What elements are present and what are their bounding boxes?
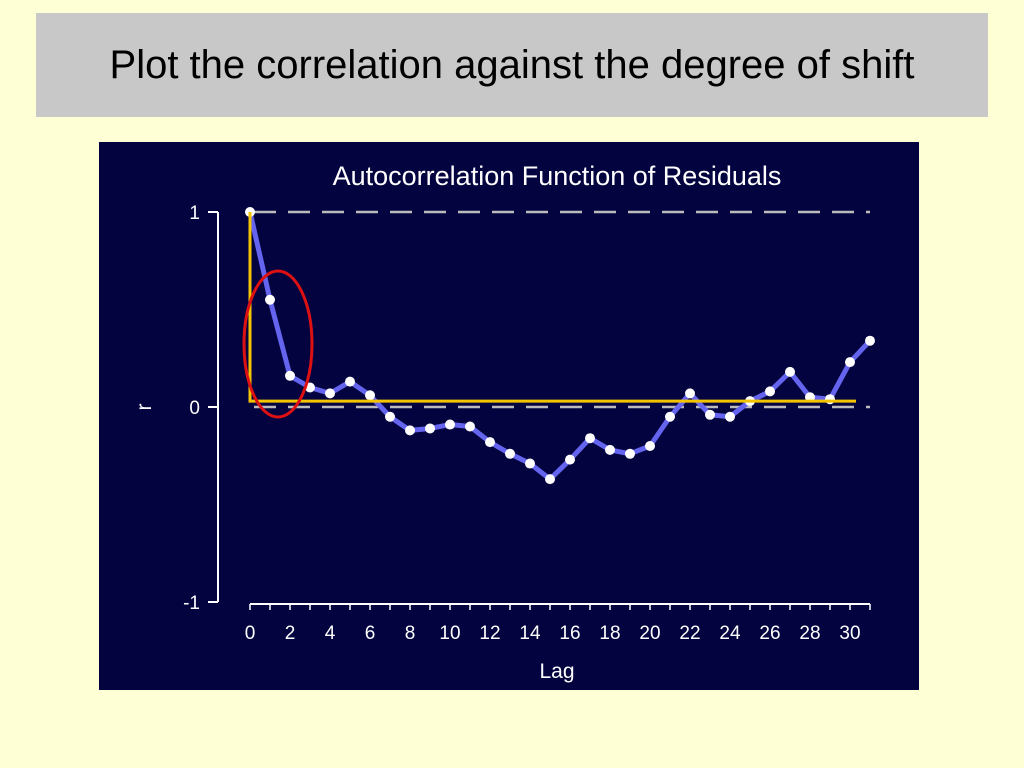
data-point-lag-10 bbox=[445, 419, 455, 430]
data-point-lag-2 bbox=[285, 370, 295, 381]
x-tick-label: 8 bbox=[405, 623, 416, 644]
data-point-lag-31 bbox=[865, 335, 875, 346]
data-point-lag-1 bbox=[265, 294, 275, 305]
data-point-lag-24 bbox=[725, 411, 735, 422]
data-point-lag-18 bbox=[605, 444, 615, 455]
x-tick-label: 18 bbox=[599, 623, 620, 644]
data-point-lag-14 bbox=[525, 458, 535, 469]
series-line bbox=[247, 209, 873, 482]
x-tick-label: 24 bbox=[719, 623, 741, 644]
x-tick-label: 30 bbox=[839, 623, 860, 644]
y-tick-labels: 1 0 -1 bbox=[183, 203, 218, 614]
data-point-lag-20 bbox=[645, 441, 655, 451]
y-axis-label: r bbox=[133, 404, 156, 411]
x-tick-label: 16 bbox=[559, 623, 580, 644]
data-point-lag-12 bbox=[485, 437, 495, 448]
data-point-lag-13 bbox=[505, 448, 515, 459]
x-tick-label: 12 bbox=[479, 623, 500, 644]
data-point-lag-22 bbox=[685, 388, 695, 399]
red-ellipse-annotation bbox=[242, 269, 314, 419]
data-point-lag-27 bbox=[785, 366, 795, 377]
data-point-lag-8 bbox=[405, 425, 415, 436]
x-tick-label: 22 bbox=[679, 623, 700, 644]
data-point-lag-9 bbox=[425, 423, 435, 434]
chart-title: Autocorrelation Function of Residuals bbox=[333, 161, 782, 191]
annotations bbox=[242, 212, 856, 419]
data-point-lag-19 bbox=[625, 448, 635, 459]
data-point-lag-21 bbox=[665, 411, 675, 422]
data-point-lag-26 bbox=[765, 386, 775, 397]
data-point-lag-4 bbox=[325, 388, 335, 399]
slide-title-box: Plot the correlation against the degree … bbox=[36, 13, 988, 117]
data-point-lag-16 bbox=[565, 454, 575, 465]
data-point-lag-17 bbox=[585, 433, 595, 444]
x-axis-label: Lag bbox=[539, 660, 574, 683]
x-tick-label: 2 bbox=[285, 623, 296, 644]
data-point-lag-5 bbox=[345, 376, 355, 387]
x-tick-label: 6 bbox=[365, 623, 376, 644]
x-tick-label: 26 bbox=[759, 623, 780, 644]
data-point-lag-7 bbox=[385, 411, 395, 422]
x-tick-label: 0 bbox=[245, 623, 256, 644]
y-tick-label: -1 bbox=[183, 593, 200, 614]
data-point-lag-6 bbox=[365, 390, 375, 401]
x-tick-label: 20 bbox=[639, 623, 660, 644]
data-point-lag-15 bbox=[545, 474, 555, 485]
x-tick-label: 4 bbox=[325, 623, 336, 644]
y-tick-label: 0 bbox=[189, 398, 200, 419]
reference-lines bbox=[254, 210, 870, 409]
data-point-lag-23 bbox=[705, 409, 715, 420]
x-tick-label: 28 bbox=[799, 623, 820, 644]
data-point-lag-30 bbox=[845, 357, 855, 368]
data-point-lag-11 bbox=[465, 421, 475, 432]
x-tick-labels: 0 2 4 6 8 10 12 14 16 18 20 22 24 26 28 30 bbox=[245, 604, 871, 644]
y-tick-label: 1 bbox=[189, 203, 200, 224]
acf-series bbox=[245, 207, 875, 485]
data-point-lag-29 bbox=[825, 394, 835, 405]
slide-title: Plot the correlation against the degree … bbox=[109, 42, 915, 87]
x-tick-label: 10 bbox=[439, 623, 460, 644]
chart-canvas: Autocorrelation Function of Residuals 10… bbox=[133, 161, 875, 683]
x-tick-label: 14 bbox=[519, 623, 541, 644]
yellow-l-annotation bbox=[248, 212, 856, 403]
